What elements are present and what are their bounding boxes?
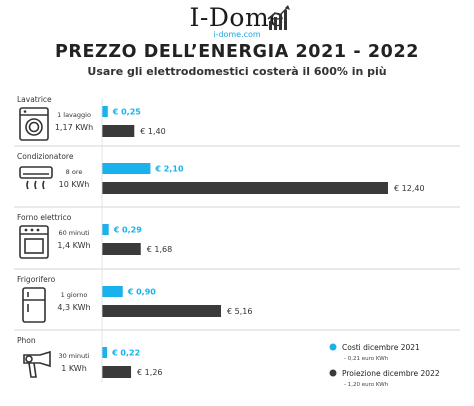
brand-logo: I-Dome i-dome.com (0, 4, 474, 39)
legend-label: Proiezione dicembre 2022 (342, 369, 440, 378)
washing-machine-icon (19, 107, 49, 141)
chart-title: PREZZO DELL’ENERGIA 2021 - 2022 (54, 42, 419, 62)
value-label-2022: € 1,40 (140, 127, 165, 136)
bar-2021 (102, 163, 151, 174)
value-label-2022: € 1,68 (147, 245, 172, 254)
legend-note: - 0,21 euro KWh (344, 356, 389, 362)
usage-energy: 4,3 KWh (57, 303, 90, 312)
value-label-2021: € 0,25 (112, 108, 142, 117)
category-label-lavatrice: Lavatrice (17, 95, 52, 104)
legend-marker (329, 369, 337, 377)
bar-2021 (102, 347, 108, 358)
bar-2022 (102, 182, 388, 194)
bar-2022 (102, 243, 141, 255)
bar-2022 (102, 366, 132, 378)
bar-2022 (102, 125, 135, 137)
value-label-2022: € 5,16 (227, 307, 252, 316)
bar-2021 (102, 286, 123, 297)
usage-duration: 1 giorno (61, 291, 88, 299)
usage-energy: 10 KWh (59, 180, 90, 189)
usage-duration: 30 minuti (58, 352, 89, 360)
category-label-frigorifero: Frigorifero (17, 275, 56, 284)
value-label-2021: € 0,29 (113, 226, 143, 235)
logo-url: i-dome.com (213, 30, 261, 39)
fridge-icon (22, 287, 46, 323)
legend-note: - 1,20 euro KWh (344, 382, 389, 388)
value-label-2022: € 1,26 (137, 368, 162, 377)
value-label-2021: € 2,10 (154, 165, 184, 174)
category-label-condizionatore: Condizionatore (17, 152, 74, 161)
chart-subtitle: Usare gli elettrodomestici costerà il 60… (87, 65, 387, 78)
value-label-2021: € 0,90 (127, 288, 157, 297)
logo-name: I-Dome (189, 3, 285, 32)
usage-energy: 1,4 KWh (57, 241, 90, 250)
value-label-2021: € 0,22 (111, 349, 140, 358)
usage-duration: 1 lavaggio (57, 111, 91, 119)
usage-energy: 1,17 KWh (55, 123, 93, 132)
oven-icon (19, 225, 49, 259)
category-label-phon: Phon (17, 336, 36, 345)
category-label-forno-elettrico: Forno elettrico (17, 213, 72, 222)
value-label-2022: € 12,40 (394, 184, 425, 193)
bar-2021 (102, 106, 108, 117)
bar-2022 (102, 305, 222, 317)
usage-duration: 8 ore (66, 168, 83, 176)
hair-dryer-icon (23, 350, 51, 378)
usage-duration: 60 minuti (58, 229, 89, 237)
bar-2021 (102, 224, 109, 235)
bar-chart-logo-icon (267, 5, 290, 30)
legend-marker (329, 343, 337, 351)
legend-label: Costi dicembre 2021 (342, 343, 420, 352)
usage-energy: 1 KWh (61, 364, 87, 373)
air-conditioner-icon (19, 166, 53, 190)
